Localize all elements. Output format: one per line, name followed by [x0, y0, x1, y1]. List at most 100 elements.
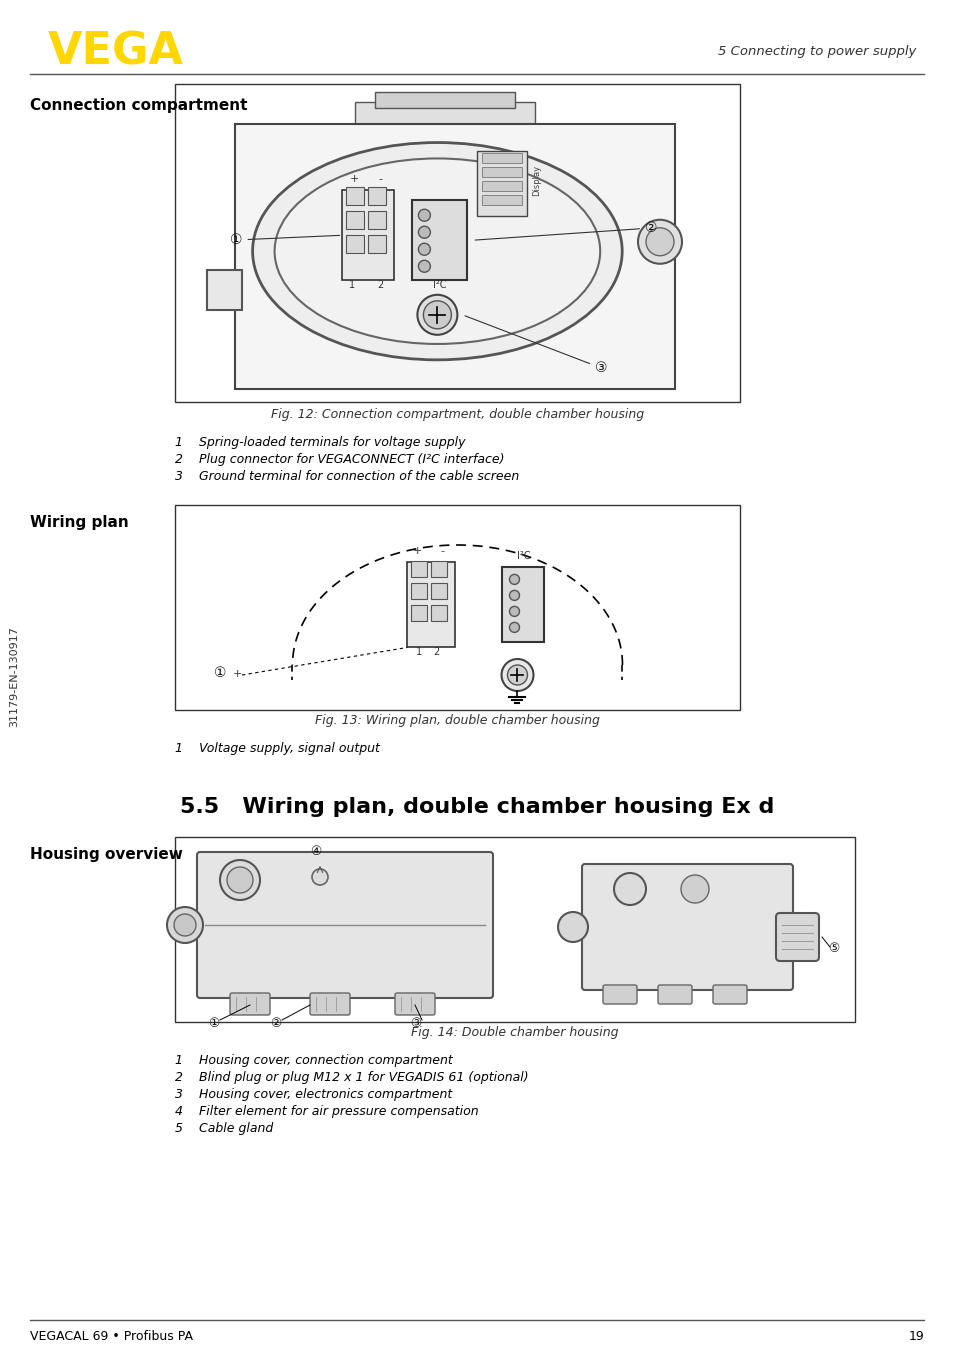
Bar [234, 125, 675, 389]
Circle shape [227, 867, 253, 894]
Text: Fig. 14: Double chamber housing: Fig. 14: Double chamber housing [411, 1026, 618, 1039]
Text: ①: ① [213, 666, 226, 680]
Text: 2: 2 [433, 647, 439, 658]
Bar [502, 567, 544, 642]
Text: Display: Display [532, 165, 541, 196]
Text: -: - [378, 175, 382, 184]
Text: -: - [440, 547, 444, 556]
Circle shape [418, 260, 430, 272]
Text: 2    Plug connector for VEGACONNECT (I²C interface): 2 Plug connector for VEGACONNECT (I²C in… [174, 454, 504, 466]
Circle shape [423, 301, 451, 329]
Bar [346, 236, 364, 253]
Bar [174, 837, 854, 1022]
Text: 31179-EN-130917: 31179-EN-130917 [9, 627, 19, 727]
Text: Fig. 12: Connection compartment, double chamber housing: Fig. 12: Connection compartment, double … [271, 408, 643, 421]
Circle shape [167, 907, 203, 942]
Text: ①: ① [208, 1017, 219, 1030]
Text: I²C: I²C [433, 280, 446, 290]
Bar [368, 236, 386, 253]
Circle shape [418, 226, 430, 238]
Bar [411, 605, 427, 621]
Text: 3    Ground terminal for connection of the cable screen: 3 Ground terminal for connection of the … [174, 470, 518, 483]
Bar [482, 153, 522, 162]
Text: VEGACAL 69 • Profibus PA: VEGACAL 69 • Profibus PA [30, 1331, 193, 1343]
Bar [482, 180, 522, 191]
Text: Connection compartment: Connection compartment [30, 97, 247, 112]
Circle shape [417, 295, 456, 334]
FancyBboxPatch shape [310, 992, 350, 1016]
Bar [174, 84, 740, 402]
Bar [346, 211, 364, 229]
Bar [346, 187, 364, 206]
Text: 1: 1 [416, 647, 421, 658]
Circle shape [418, 210, 430, 221]
Circle shape [173, 914, 195, 936]
Text: ③: ③ [464, 315, 607, 375]
Bar [476, 150, 527, 215]
Bar [431, 562, 447, 577]
Text: 5 Connecting to power supply: 5 Connecting to power supply [717, 46, 915, 58]
Text: 1    Spring-loaded terminals for voltage supply: 1 Spring-loaded terminals for voltage su… [174, 436, 465, 450]
Circle shape [507, 665, 527, 685]
Text: VEGA: VEGA [48, 31, 184, 73]
Bar [407, 562, 455, 647]
FancyBboxPatch shape [230, 992, 270, 1016]
Text: 1    Housing cover, connection compartment: 1 Housing cover, connection compartment [174, 1053, 453, 1067]
Text: +: + [350, 175, 358, 184]
Text: ②: ② [270, 1017, 281, 1030]
Text: 19: 19 [907, 1331, 923, 1343]
FancyBboxPatch shape [775, 913, 818, 961]
Text: 4    Filter element for air pressure compensation: 4 Filter element for air pressure compen… [174, 1105, 478, 1118]
Circle shape [501, 659, 533, 691]
Text: 1: 1 [349, 280, 355, 290]
Bar [355, 102, 535, 125]
Text: I²C: I²C [517, 551, 530, 562]
Text: Wiring plan: Wiring plan [30, 515, 129, 529]
Circle shape [645, 227, 673, 256]
FancyBboxPatch shape [395, 992, 435, 1016]
Bar [482, 167, 522, 176]
Text: ①: ① [230, 233, 339, 246]
Circle shape [509, 590, 519, 600]
Circle shape [509, 574, 519, 585]
Text: ③: ③ [410, 1017, 421, 1030]
Text: 5    Cable gland: 5 Cable gland [174, 1122, 273, 1135]
Circle shape [638, 219, 681, 264]
Text: +: + [413, 547, 422, 556]
Text: 3    Housing cover, electronics compartment: 3 Housing cover, electronics compartment [174, 1089, 452, 1101]
Bar [342, 191, 394, 280]
Bar [207, 269, 242, 310]
Text: 2    Blind plug or plug M12 x 1 for VEGADIS 61 (optional): 2 Blind plug or plug M12 x 1 for VEGADIS… [174, 1071, 528, 1085]
Text: ④: ④ [310, 845, 321, 858]
Bar [431, 605, 447, 621]
Bar [431, 584, 447, 600]
Circle shape [509, 623, 519, 632]
FancyBboxPatch shape [602, 984, 637, 1005]
Bar [411, 562, 427, 577]
Circle shape [220, 860, 260, 900]
Ellipse shape [253, 142, 621, 360]
FancyBboxPatch shape [581, 864, 792, 990]
Circle shape [509, 607, 519, 616]
Bar [482, 195, 522, 204]
Bar [174, 505, 740, 709]
FancyBboxPatch shape [712, 984, 746, 1005]
Text: 2: 2 [376, 280, 383, 290]
Circle shape [312, 869, 328, 886]
Text: 5.5   Wiring plan, double chamber housing Ex d: 5.5 Wiring plan, double chamber housing … [179, 798, 774, 816]
FancyBboxPatch shape [658, 984, 691, 1005]
Bar [411, 584, 427, 600]
Bar [368, 187, 386, 206]
Text: ②: ② [475, 221, 657, 240]
Text: Fig. 13: Wiring plan, double chamber housing: Fig. 13: Wiring plan, double chamber hou… [314, 714, 599, 727]
FancyBboxPatch shape [196, 852, 493, 998]
Bar [375, 92, 515, 108]
Circle shape [418, 244, 430, 256]
Bar [368, 211, 386, 229]
Circle shape [614, 873, 645, 904]
Circle shape [680, 875, 708, 903]
Ellipse shape [274, 158, 599, 344]
Circle shape [558, 913, 587, 942]
Text: ⑤: ⑤ [827, 942, 839, 955]
Bar [412, 200, 467, 280]
